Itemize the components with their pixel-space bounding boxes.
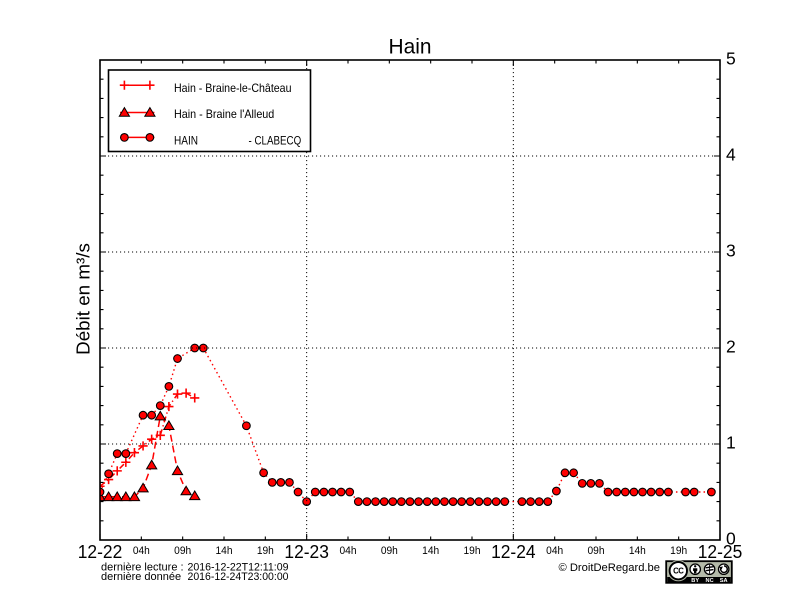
svg-text:BY: BY [691, 578, 699, 584]
svg-text:14h: 14h [629, 545, 646, 557]
svg-text:- CLABECQ: - CLABECQ [249, 134, 302, 147]
svg-text:09h: 09h [174, 545, 191, 557]
svg-text:© DroitDeRegard.be: © DroitDeRegard.be [558, 562, 660, 574]
svg-text:12-25: 12-25 [698, 541, 743, 562]
svg-text:SA: SA [720, 578, 728, 584]
svg-text:2016-12-22T12:11:09: 2016-12-22T12:11:09 [188, 561, 289, 573]
svg-text:Débit en m³/s: Débit en m³/s [72, 243, 93, 355]
svg-text:09h: 09h [381, 545, 398, 557]
svg-text:dernière donnée: dernière donnée [101, 571, 181, 583]
svg-text:HAIN: HAIN [174, 134, 198, 147]
svg-text:0: 0 [726, 528, 736, 548]
svg-text:NC: NC [706, 578, 714, 584]
svg-text:Hain - Braine-le-Château: Hain - Braine-le-Château [174, 82, 292, 95]
svg-text:Hain - Braine l'Alleud: Hain - Braine l'Alleud [174, 108, 274, 121]
svg-text:04h: 04h [546, 545, 563, 557]
svg-text:14h: 14h [216, 545, 233, 557]
svg-text:Hain: Hain [389, 35, 432, 59]
svg-text:19h: 19h [464, 545, 481, 557]
svg-text:dernière lecture :: dernière lecture : [101, 561, 184, 573]
svg-text:3: 3 [726, 240, 736, 260]
svg-text:CC: CC [673, 567, 684, 576]
svg-text:04h: 04h [340, 545, 357, 557]
svg-text:12-24: 12-24 [491, 541, 536, 562]
svg-text:2016-12-24T23:00:00: 2016-12-24T23:00:00 [188, 571, 289, 583]
svg-text:12-22: 12-22 [78, 541, 123, 562]
svg-text:04h: 04h [133, 545, 150, 557]
svg-text:09h: 09h [588, 545, 605, 557]
svg-text:2: 2 [726, 336, 736, 356]
svg-text:19h: 19h [257, 545, 274, 557]
svg-text:12-23: 12-23 [284, 541, 329, 562]
svg-text:4: 4 [726, 144, 736, 164]
svg-text:1: 1 [726, 432, 736, 452]
svg-text:19h: 19h [670, 545, 687, 557]
svg-text:5: 5 [726, 48, 736, 68]
svg-text:14h: 14h [422, 545, 439, 557]
